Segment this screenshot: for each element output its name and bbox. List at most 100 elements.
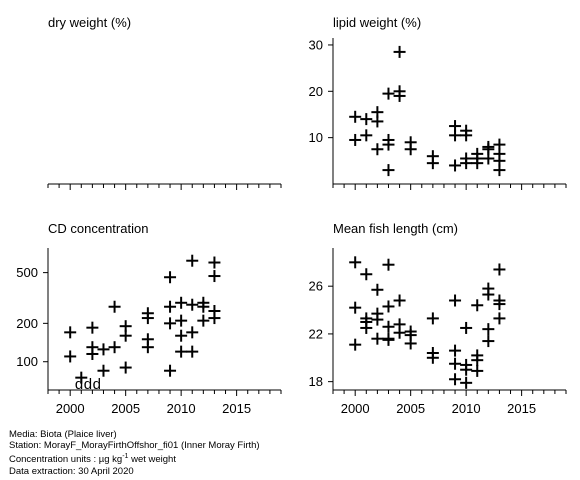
data-point (382, 164, 395, 177)
data-point (64, 326, 77, 339)
footer-station: Station: MorayF_MorayFirthOffshor_fi01 (… (9, 440, 260, 452)
data-point (449, 294, 462, 307)
data-point (164, 317, 177, 330)
data-point (197, 314, 210, 327)
data-point (393, 294, 406, 307)
data-point (449, 357, 462, 370)
data-point (175, 296, 188, 309)
data-point (471, 354, 484, 367)
data-point (164, 364, 177, 377)
censored-marker: d (75, 376, 83, 393)
x-tick-label: 2000 (341, 401, 370, 416)
data-point (393, 45, 406, 58)
data-point (482, 335, 495, 348)
data-point (64, 350, 77, 363)
data-point (175, 345, 188, 358)
data-point (360, 268, 373, 281)
data-point (382, 258, 395, 271)
panel-mean-fish-length: Mean fish length (cm) 2000 2005 2010 2015 18 2… (309, 221, 567, 416)
data-point (449, 373, 462, 386)
data-point (426, 312, 439, 325)
data-point (449, 344, 462, 357)
data-point (493, 164, 506, 177)
data-point (175, 314, 188, 327)
footer-units: Concentration units : µg kg-1 wet weight (9, 451, 260, 465)
data-point (208, 270, 221, 283)
data-point (460, 376, 473, 389)
data-point (349, 301, 362, 314)
panel-title: lipid weight (%) (333, 15, 421, 30)
data-point (141, 341, 154, 354)
data-point (360, 321, 373, 334)
y-tick-label: 22 (309, 326, 323, 341)
data-point (449, 129, 462, 142)
x-tick-label: 2010 (452, 401, 481, 416)
data-point (119, 329, 132, 342)
data-point (349, 133, 362, 146)
y-tick-label: 200 (16, 316, 38, 331)
footer-units-exponent: -1 (122, 453, 129, 461)
panel-cd-concentration: CD concentration 2000 2005 2010 2015 100 200 50… (16, 221, 282, 416)
data-point (482, 323, 495, 336)
data-point (371, 283, 384, 296)
panel-title: dry weight (%) (48, 15, 131, 30)
data-point (197, 300, 210, 313)
x-tick-label: 2010 (167, 401, 196, 416)
data-point (404, 143, 417, 156)
data-point (482, 152, 495, 165)
data-point (460, 363, 473, 376)
data-point (208, 312, 221, 325)
x-tick-label: 2005 (396, 401, 425, 416)
data-point (426, 351, 439, 364)
footer-info: Media: Biota (Plaice liver) Station: Mor… (9, 429, 260, 477)
data-point (86, 321, 99, 334)
data-point (393, 326, 406, 339)
data-point (86, 347, 99, 360)
data-point (164, 300, 177, 313)
y-tick-label: 100 (16, 354, 38, 369)
y-tick-label: 10 (309, 130, 323, 145)
data-point (208, 256, 221, 269)
panel-lipid-weight: lipid weight (%) 10 20 30 (309, 15, 567, 190)
data-point (186, 345, 199, 358)
data-point (404, 337, 417, 350)
censored-marker: d (93, 376, 101, 393)
data-point (360, 129, 373, 142)
y-tick-label: 18 (309, 374, 323, 389)
data-point (382, 87, 395, 100)
data-point (186, 326, 199, 339)
data-point (97, 343, 110, 356)
y-tick-label: 26 (309, 279, 323, 294)
x-tick-label: 2005 (111, 401, 140, 416)
data-point (382, 320, 395, 333)
data-point (471, 299, 484, 312)
censored-marker: d (84, 376, 92, 393)
data-point (449, 159, 462, 172)
data-point (108, 300, 121, 313)
data-point (493, 263, 506, 276)
data-point (471, 157, 484, 170)
data-point (493, 312, 506, 325)
y-tick-label: 30 (309, 37, 323, 52)
y-tick-label: 20 (309, 84, 323, 99)
data-point (382, 333, 395, 346)
panel-title: Mean fish length (cm) (333, 221, 458, 236)
x-tick-label: 2015 (222, 401, 251, 416)
data-point (186, 254, 199, 267)
data-point (371, 332, 384, 345)
footer-extraction: Data extraction: 30 April 2020 (9, 465, 134, 477)
data-point (382, 300, 395, 313)
data-point (471, 364, 484, 377)
data-point (493, 298, 506, 311)
data-point (393, 89, 406, 102)
footer-media: Media: Biota (Plaice liver) (9, 429, 117, 440)
data-point (175, 329, 188, 342)
data-point (97, 364, 110, 377)
data-point (349, 110, 362, 123)
data-point (371, 115, 384, 128)
data-point (371, 143, 384, 156)
data-point (119, 361, 132, 374)
data-point (164, 271, 177, 284)
footer-units-prefix: Concentration units : µg kg (9, 454, 123, 466)
